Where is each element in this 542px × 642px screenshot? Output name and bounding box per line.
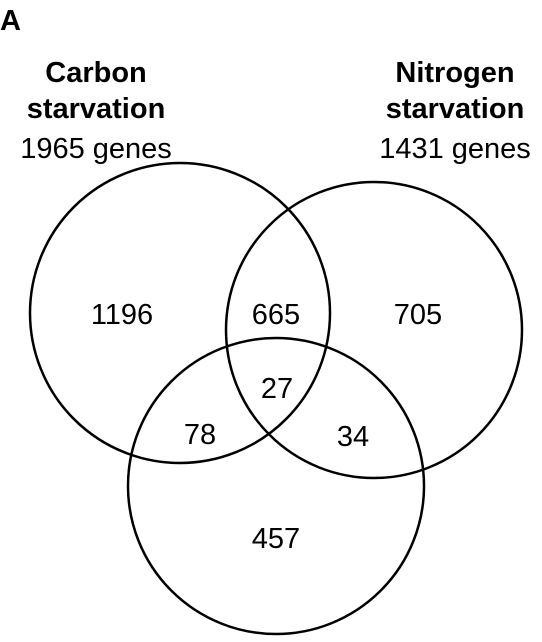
carbon-nitrogen-overlap-count: 665	[252, 299, 300, 331]
all-three-overlap-count: 27	[261, 373, 293, 405]
carbon-set-title-line1: Carbon	[45, 57, 147, 89]
carbon-set-count: 1965 genes	[20, 133, 172, 165]
carbon-only-count: 1196	[91, 299, 153, 331]
third-set-circle	[126, 336, 426, 636]
nitrogen-set-title-line2: starvation	[386, 93, 525, 125]
carbon-set-title-line2: starvation	[27, 93, 166, 125]
nitrogen-set-count: 1431 genes	[379, 133, 531, 165]
nitrogen-only-count: 705	[394, 299, 442, 331]
nitrogen-set-circle	[224, 180, 524, 480]
nitrogen-third-overlap-count: 34	[337, 421, 369, 453]
carbon-third-overlap-count: 78	[184, 419, 216, 451]
panel-label: A	[0, 5, 21, 37]
carbon-set-circle	[28, 161, 332, 465]
nitrogen-set-title-line1: Nitrogen	[395, 57, 514, 89]
third-only-count: 457	[252, 523, 300, 555]
